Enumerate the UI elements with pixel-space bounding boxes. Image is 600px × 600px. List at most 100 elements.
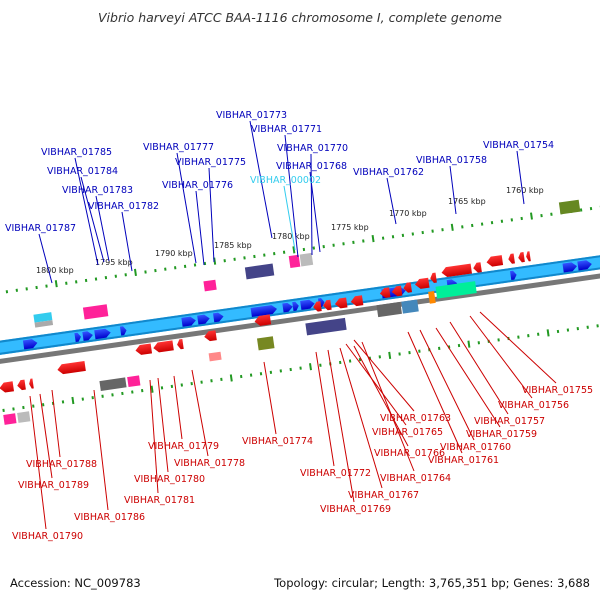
gene-label[interactable]: VIBHAR_01783 [62,185,133,196]
lower-gene-callout[interactable]: VIBHAR_01763 [353,339,451,424]
upper-gene-callout[interactable]: VIBHAR_00002 [250,175,321,251]
gene-label[interactable]: VIBHAR_01789 [18,480,89,491]
forward-cds-arrow[interactable] [181,316,196,327]
forward-cds-arrow[interactable] [82,331,93,341]
lower-gene-callout[interactable]: VIBHAR_01786 [74,389,145,523]
gene-label[interactable]: VIBHAR_01788 [26,459,97,470]
upper-gene-callout[interactable]: VIBHAR_01768 [276,161,347,253]
forward-cds-arrow[interactable] [250,304,278,317]
lower-gene-callout[interactable]: VIBHAR_01759 [435,327,537,440]
feature-box[interactable] [99,377,127,391]
forward-cds-arrow[interactable] [119,326,127,336]
reverse-cds-arrow[interactable] [0,381,14,393]
gene-label[interactable]: VIBHAR_01764 [380,473,451,484]
feature-box[interactable] [34,320,54,328]
forward-cds-arrow[interactable] [197,314,210,325]
reverse-cds-arrow[interactable] [334,297,348,309]
lower-gene-callout[interactable]: VIBHAR_01765 [345,343,443,438]
reverse-cds-arrow[interactable] [379,287,391,298]
lower-gene-callout[interactable]: VIBHAR_01780 [134,377,205,485]
lower-gene-callout[interactable]: VIBHAR_01788 [26,389,97,470]
reverse-cds-arrow[interactable] [153,340,174,353]
gene-label[interactable]: VIBHAR_01785 [41,147,112,158]
forward-cds-arrow[interactable] [213,312,224,323]
reverse-cds-arrow[interactable] [403,282,413,293]
gene-label[interactable]: VIBHAR_01769 [320,504,391,515]
gene-label[interactable]: VIBHAR_01754 [483,140,554,151]
forward-cds-arrow[interactable] [22,338,38,350]
gene-label[interactable]: VIBHAR_01765 [372,427,443,438]
forward-cds-arrow[interactable] [74,332,81,343]
upper-gene-callout[interactable]: VIBHAR_01762 [353,167,424,225]
gene-label[interactable]: VIBHAR_01759 [466,429,537,440]
lower-gene-callout[interactable]: VIBHAR_01779 [148,375,219,452]
feature-box[interactable] [33,312,53,323]
feature-box[interactable] [127,375,141,388]
reverse-cds-arrow[interactable] [486,255,504,267]
gene-label[interactable]: VIBHAR_01786 [74,512,145,523]
gene-label[interactable]: VIBHAR_01782 [88,201,159,212]
feature-box[interactable] [288,254,301,269]
reverse-cds-arrow[interactable] [518,252,525,263]
reverse-cds-arrow[interactable] [391,285,403,297]
feature-box[interactable] [203,279,217,292]
reverse-cds-arrow[interactable] [322,299,332,311]
forward-cds-arrow[interactable] [562,262,577,273]
feature-box[interactable] [558,199,581,215]
upper-gene-callout[interactable]: VIBHAR_01782 [88,201,159,272]
feature-box[interactable] [3,413,17,425]
lower-gene-callout[interactable]: VIBHAR_01756 [469,315,569,411]
gene-label[interactable]: VIBHAR_01766 [374,448,445,459]
gene-label[interactable]: VIBHAR_01758 [416,155,487,166]
lower-gene-callout[interactable]: VIBHAR_01766 [353,345,445,459]
reverse-cds-arrow[interactable] [57,360,86,375]
reverse-cds-arrow[interactable] [176,338,184,350]
gene-label[interactable]: VIBHAR_01787 [5,223,76,234]
gene-label[interactable]: VIBHAR_01771 [251,124,322,135]
feature-box[interactable] [401,299,419,314]
gene-label[interactable]: VIBHAR_01773 [216,110,287,121]
forward-cds-arrow[interactable] [510,270,517,281]
gene-label[interactable]: VIBHAR_01767 [348,490,419,501]
feature-box[interactable] [256,336,275,351]
reverse-cds-arrow[interactable] [430,272,437,284]
gene-label[interactable]: VIBHAR_01784 [47,166,118,177]
feature-box[interactable] [376,301,402,318]
upper-gene-callout[interactable]: VIBHAR_01775 [175,157,246,263]
reverse-cds-arrow[interactable] [254,314,272,326]
feature-box[interactable] [82,304,109,320]
gene-label[interactable]: VIBHAR_01775 [175,157,246,168]
gene-label[interactable]: VIBHAR_01757 [474,416,545,427]
feature-box[interactable] [435,281,477,299]
lower-gene-callout[interactable]: VIBHAR_01772 [300,351,371,479]
upper-gene-callout[interactable]: VIBHAR_01784 [47,166,118,263]
reverse-cds-arrow[interactable] [350,295,364,307]
gene-label[interactable]: VIBHAR_01778 [174,458,245,469]
gene-label[interactable]: VIBHAR_01779 [148,441,219,452]
upper-gene-callout[interactable]: VIBHAR_01758 [416,155,487,215]
reverse-cds-arrow[interactable] [473,262,482,273]
forward-cds-arrow[interactable] [292,301,299,312]
gene-label[interactable]: VIBHAR_01756 [498,400,569,411]
lower-gene-callout[interactable]: VIBHAR_01781 [124,379,195,506]
gene-label[interactable]: VIBHAR_01770 [277,143,348,154]
feature-box[interactable] [428,291,436,304]
upper-gene-callout[interactable]: VIBHAR_01771 [251,124,322,258]
feature-box[interactable] [17,411,31,423]
forward-cds-arrow[interactable] [282,302,293,313]
feature-box[interactable] [208,351,222,362]
gene-label[interactable]: VIBHAR_01790 [12,531,83,542]
gene-label[interactable]: VIBHAR_01768 [276,161,347,172]
lower-gene-callout[interactable]: VIBHAR_01757 [449,321,545,427]
lower-gene-callout[interactable]: VIBHAR_01774 [242,361,313,447]
upper-gene-callout[interactable]: VIBHAR_01773 [216,110,287,239]
gene-label[interactable]: VIBHAR_01781 [124,495,195,506]
feature-box[interactable] [244,263,275,280]
reverse-cds-arrow[interactable] [17,379,26,391]
upper-gene-callout[interactable]: VIBHAR_01770 [277,143,348,256]
lower-gene-callout[interactable]: VIBHAR_01760 [419,329,511,453]
gene-label[interactable]: VIBHAR_01776 [162,180,233,191]
lower-gene-callout[interactable]: VIBHAR_01764 [361,341,451,484]
upper-gene-callout[interactable]: VIBHAR_01777 [143,142,214,264]
gene-label[interactable]: VIBHAR_00002 [250,175,321,186]
